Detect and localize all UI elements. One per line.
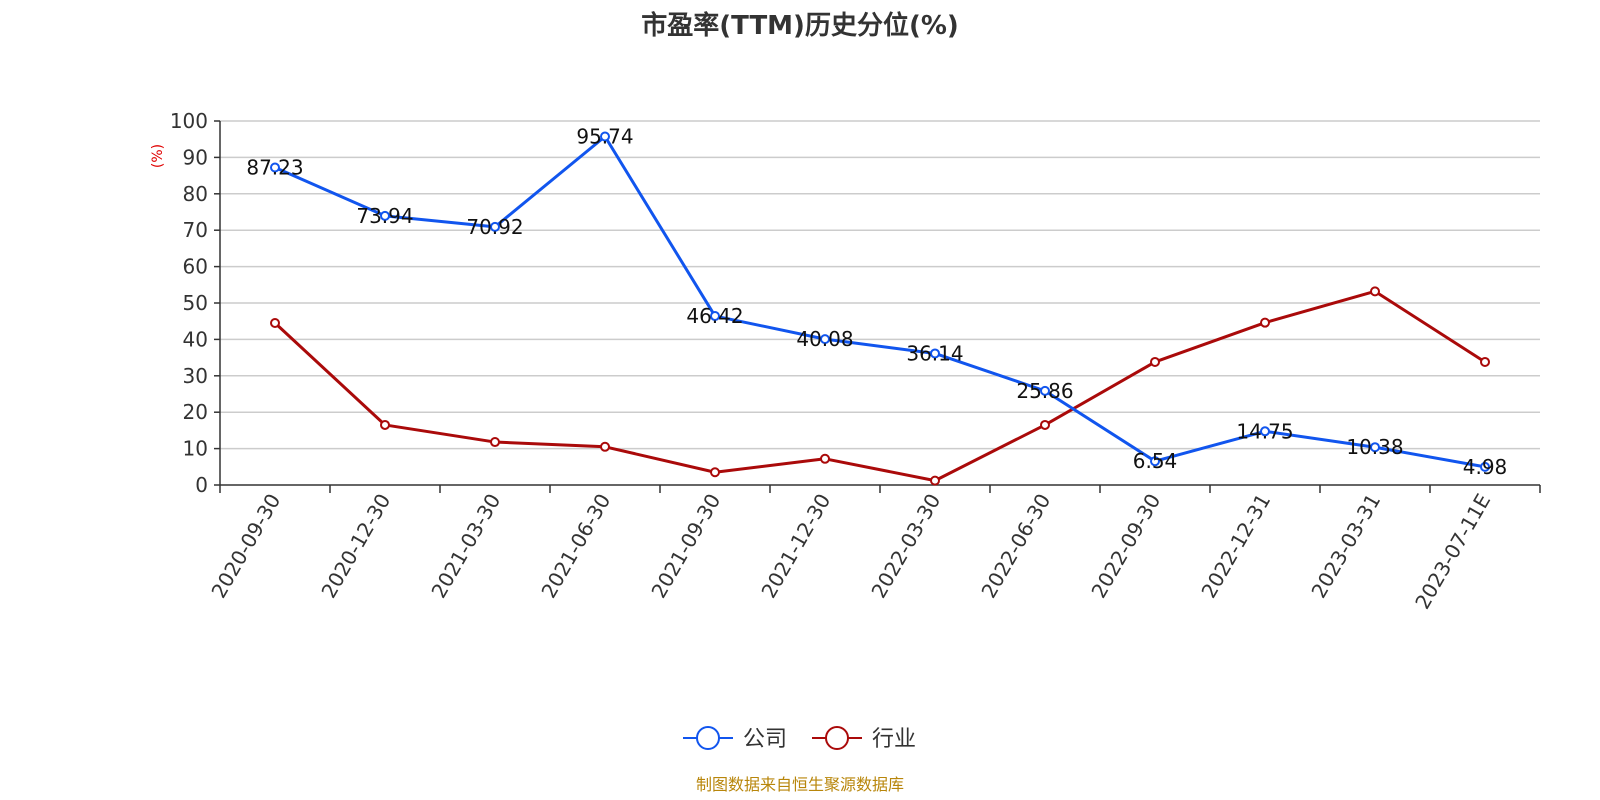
- chart-title: 市盈率(TTM)历史分位(%): [641, 10, 959, 41]
- company-point: [1040, 385, 1050, 396]
- data-label: 6.54: [1133, 449, 1178, 473]
- y-tick-label: 70: [183, 218, 208, 242]
- data-label: 46.42: [686, 304, 743, 328]
- data-label: 40.08: [796, 327, 853, 351]
- x-tick-label: 2023-03-31: [1306, 490, 1385, 603]
- y-tick-label: 60: [183, 255, 208, 279]
- company-point: [1150, 456, 1160, 467]
- industry-point: [1260, 317, 1270, 328]
- data-label: 70.92: [466, 215, 523, 239]
- data-label: 36.14: [906, 341, 963, 365]
- data-label: 14.75: [1236, 419, 1293, 443]
- y-tick-label: 0: [195, 473, 208, 497]
- x-tick-label: 2021-06-30: [536, 490, 615, 603]
- y-tick-label: 30: [183, 364, 208, 388]
- company-point: [600, 131, 610, 142]
- y-axis-ticks: 0 10 20 30 40 50 60 70 80 90 100: [170, 109, 220, 497]
- x-tick-label: 2021-03-30: [426, 490, 505, 603]
- industry-point: [930, 475, 940, 486]
- series-line-company: [274, 135, 1486, 469]
- company-point: [710, 311, 720, 322]
- company-point: [1260, 426, 1270, 437]
- x-axis-ticks: 2020-09-30 2020-12-30 2021-03-30 2021-06-30…: [206, 485, 1541, 614]
- legend-marker-industry: [825, 726, 849, 750]
- industry-point: [1480, 356, 1490, 367]
- y-tick-label: 20: [183, 400, 208, 424]
- y-tick-label: 40: [183, 327, 208, 351]
- industry-point: [710, 467, 720, 478]
- industry-point: [380, 419, 390, 430]
- company-point: [930, 348, 940, 359]
- data-label: 73.94: [356, 204, 413, 228]
- legend-label-company: 公司: [743, 727, 787, 752]
- industry-point: [600, 441, 610, 452]
- company-point: [1370, 442, 1380, 453]
- source-note: 制图数据来自恒生聚源数据库: [696, 775, 904, 794]
- company-point: [270, 162, 280, 173]
- data-label: 95.74: [576, 125, 633, 149]
- x-tick-label: 2020-12-30: [316, 490, 395, 603]
- company-point: [1480, 461, 1490, 472]
- company-point: [490, 221, 500, 232]
- y-axis-label: (%): [150, 144, 166, 168]
- x-tick-label: 2023-07-11E: [1410, 490, 1495, 614]
- industry-point: [490, 437, 500, 448]
- data-labels: 87.23 73.94 70.92 95.74 46.42 40.08 36.14 25.86…: [246, 125, 1507, 479]
- industry-point: [820, 453, 830, 464]
- company-point: [820, 334, 830, 345]
- legend-marker-company: [696, 726, 720, 750]
- industry-point: [1040, 419, 1050, 430]
- x-tick-label: 2021-12-30: [756, 490, 835, 603]
- x-tick-label: 2022-06-30: [976, 490, 1055, 603]
- data-label: 87.23: [246, 155, 303, 179]
- industry-point: [1370, 286, 1380, 297]
- x-tick-label: 2021-09-30: [646, 490, 725, 603]
- y-tick-label: 50: [183, 291, 208, 315]
- data-label: 4.98: [1463, 455, 1508, 479]
- y-tick-label: 90: [183, 145, 208, 169]
- series-line-industry: [273, 289, 1486, 483]
- company-point: [380, 210, 390, 221]
- x-tick-label: 2020-09-30: [206, 490, 285, 603]
- legend: 公司 行业: [683, 726, 916, 752]
- gridlines: [220, 120, 1540, 450]
- y-tick-label: 100: [170, 109, 208, 133]
- data-label: 10.38: [1346, 435, 1403, 459]
- industry-point: [1150, 356, 1160, 367]
- legend-label-industry: 行业: [872, 727, 916, 752]
- x-tick-label: 2022-03-30: [866, 490, 945, 603]
- series-group: [270, 131, 1490, 486]
- industry-point: [270, 318, 280, 329]
- y-tick-label: 10: [183, 437, 208, 461]
- x-tick-label: 2022-12-31: [1196, 490, 1275, 603]
- data-label: 25.86: [1016, 379, 1073, 403]
- y-tick-label: 80: [183, 182, 208, 206]
- x-tick-label: 2022-09-30: [1086, 490, 1165, 603]
